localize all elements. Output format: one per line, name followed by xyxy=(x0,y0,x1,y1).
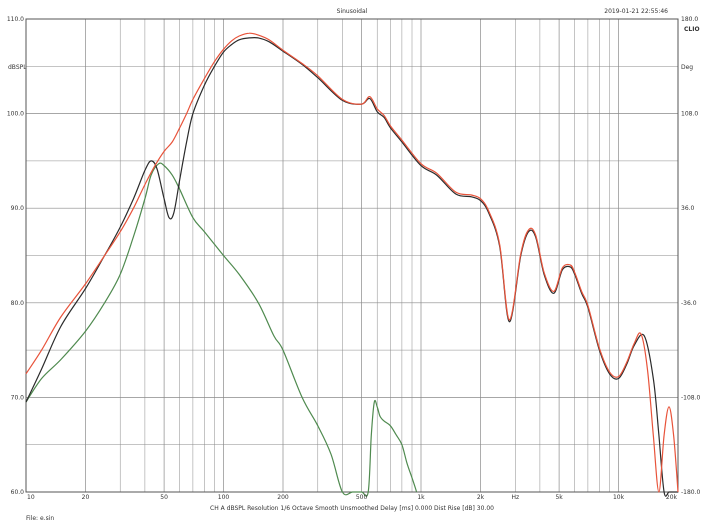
y-tick-label-left: 100.0 xyxy=(7,111,24,118)
black-response-curve xyxy=(25,36,678,497)
x-tick-label: 10 xyxy=(27,494,35,501)
x-tick-label: 100 xyxy=(218,494,230,501)
x-tick-label: 5k xyxy=(555,494,563,501)
x-tick-label: Hz xyxy=(511,494,519,501)
green-response-curve xyxy=(25,162,418,497)
y-tick-label-left: 80.0 xyxy=(11,300,25,307)
x-tick-label: 500 xyxy=(356,494,368,501)
file-label: File: e.sin xyxy=(26,515,54,522)
y-tick-label-right: -180.0 xyxy=(681,489,701,496)
chart-timestamp: 2019-01-21 22:55:46 xyxy=(604,8,668,15)
clio-logo: CLIO xyxy=(684,26,700,33)
footer-info: CH A dBSPL Resolution 1/6 Octave Smooth … xyxy=(210,505,494,512)
x-tick-label: 1k xyxy=(417,494,425,501)
x-tick-label: 20 xyxy=(82,494,90,501)
red-response-curve xyxy=(25,32,679,493)
y-tick-label-right: 180.0 xyxy=(681,16,698,23)
x-tick-label: 10k xyxy=(613,494,625,501)
y-tick-label-right: 108.0 xyxy=(681,111,698,118)
plot-grid xyxy=(26,19,678,492)
x-tick-label: 50 xyxy=(160,494,168,501)
plot-area xyxy=(25,32,679,497)
y-axis-label-right: Deg xyxy=(681,64,693,71)
y-tick-label-left: 90.0 xyxy=(11,205,25,212)
y-tick-label-right: -36.0 xyxy=(681,300,697,307)
axis-tick-labels: 10 20 50 100 200 500 1k 2k Hz 5k 10k 20k 110.0 100.0 9… xyxy=(7,16,701,501)
y-tick-label-left: 60.0 xyxy=(11,489,25,496)
y-tick-label-right: 36.0 xyxy=(681,205,695,212)
y-tick-label-left: 110.0 xyxy=(7,16,24,23)
chart-title: Sinusoidal xyxy=(337,8,368,15)
y-axis-label-left: dBSPL xyxy=(8,64,27,71)
y-tick-label-left: 70.0 xyxy=(11,394,25,401)
x-tick-label: 2k xyxy=(477,494,485,501)
x-tick-label: 200 xyxy=(277,494,289,501)
y-tick-label-right: -108.0 xyxy=(681,394,701,401)
x-tick-label: 20k xyxy=(666,494,678,501)
